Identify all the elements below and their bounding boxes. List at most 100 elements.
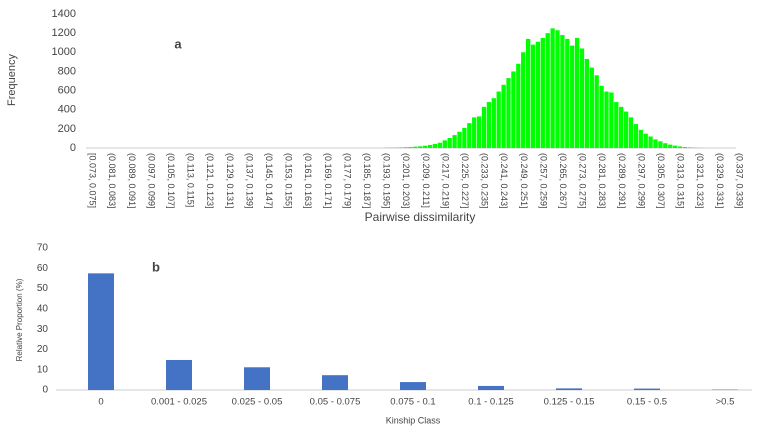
- y-tick-label: 200: [58, 123, 76, 135]
- y-tick-label: 1000: [52, 46, 76, 58]
- bar: [619, 106, 624, 148]
- bar: [687, 147, 692, 148]
- x-tick-label: (0.257, 0.259]: [538, 153, 548, 209]
- y-tick-label: 10: [37, 364, 49, 375]
- y-tick-label: 70: [37, 243, 49, 254]
- bar: [472, 117, 477, 148]
- bar: [599, 85, 604, 148]
- bar: [614, 102, 619, 148]
- bar: [628, 117, 634, 148]
- bar: [634, 388, 660, 390]
- x-tick-label: (0.297, 0.299]: [636, 153, 646, 209]
- bar: [594, 75, 599, 148]
- bar: [447, 137, 452, 148]
- bar: [506, 78, 511, 148]
- bar: [658, 141, 663, 148]
- bar: [452, 135, 457, 148]
- bar: [550, 28, 555, 148]
- x-tick-label: 0.15 - 0.5: [627, 397, 667, 408]
- x-tick-label: 0.075 - 0.1: [390, 397, 435, 408]
- bar: [403, 147, 408, 148]
- x-axis-label: Pairwise dissimilarity: [365, 210, 476, 224]
- bar: [491, 98, 496, 148]
- x-tick-label: (0.337, 0.339]: [734, 153, 744, 209]
- x-tick-label: (0.121, 0.123]: [205, 153, 215, 209]
- bar: [521, 52, 526, 148]
- x-tick-label: (0.153, 0.155]: [284, 153, 294, 209]
- bar: [501, 84, 506, 148]
- bar: [682, 147, 688, 148]
- x-tick-label: (0.201, 0.203]: [401, 153, 411, 209]
- y-tick-label: 40: [37, 303, 49, 314]
- x-tick-label: (0.097, 0.099]: [146, 153, 156, 209]
- x-tick-label: (0.081, 0.083]: [107, 153, 117, 209]
- x-tick-label: (0.265, 0.267]: [558, 153, 568, 209]
- bar: [589, 67, 594, 148]
- x-tick-label: 0: [98, 397, 103, 408]
- x-tick-label: 0.125 - 0.15: [544, 397, 595, 408]
- bar: [462, 127, 467, 148]
- bar: [418, 146, 423, 148]
- bar: [437, 142, 443, 148]
- x-tick-label: (0.185, 0.187]: [362, 153, 372, 209]
- x-tick-label: (0.209, 0.211]: [421, 153, 431, 208]
- bar: [530, 44, 536, 148]
- bar: [633, 124, 639, 148]
- bar: [648, 136, 653, 148]
- x-tick-label: (0.177, 0.179]: [342, 153, 352, 209]
- x-tick-label: (0.161, 0.163]: [303, 153, 313, 209]
- bar: [478, 385, 504, 390]
- bar: [244, 367, 270, 390]
- y-tick-label: 600: [58, 84, 76, 96]
- bar: [672, 145, 678, 148]
- bar: [604, 91, 609, 148]
- y-axis-label: Relative Proportion (%): [15, 278, 24, 361]
- y-tick-label: 0: [70, 142, 76, 154]
- x-tick-label: 0.025 - 0.05: [232, 397, 283, 408]
- bar: [486, 102, 492, 148]
- x-tick-label: (0.289, 0.291]: [617, 153, 627, 209]
- bar: [560, 35, 565, 148]
- y-tick-label: 20: [37, 344, 49, 355]
- y-tick-label: 400: [58, 104, 76, 116]
- x-tick-label: (0.273, 0.275]: [578, 153, 588, 209]
- x-tick-label: (0.105, 0.107]: [166, 153, 176, 209]
- bar: [570, 45, 575, 149]
- bar: [432, 143, 438, 148]
- bar: [398, 147, 403, 148]
- x-tick-label: (0.305, 0.307]: [656, 153, 666, 209]
- y-axis-label: Frequency: [6, 54, 18, 106]
- bar: [584, 58, 590, 148]
- x-tick-label: (0.249, 0.251]: [519, 153, 529, 209]
- x-tick-label: (0.169, 0.171]: [323, 153, 333, 209]
- bar: [579, 48, 585, 149]
- bar: [511, 71, 516, 148]
- bar: [565, 38, 570, 149]
- bar: [545, 33, 550, 149]
- x-tick-label: (0.233, 0.235]: [480, 153, 490, 209]
- y-tick-label: 60: [37, 263, 49, 274]
- x-tick-label: (0.225, 0.227]: [460, 153, 470, 209]
- x-tick-label: (0.329, 0.331]: [715, 153, 725, 209]
- x-tick-label: (0.241, 0.243]: [499, 153, 509, 209]
- x-tick-label: (0.137, 0.139]: [244, 153, 254, 209]
- bar: [88, 273, 114, 390]
- bar: [442, 140, 447, 148]
- chart-title: b: [152, 259, 160, 274]
- bar: [427, 144, 433, 148]
- bar: [574, 37, 580, 148]
- y-tick-label: 1200: [52, 27, 76, 39]
- bar: [496, 91, 501, 148]
- bar: [413, 146, 418, 148]
- bar: [555, 30, 560, 148]
- bar: [408, 147, 413, 148]
- x-tick-label: (0.281, 0.283]: [597, 153, 607, 209]
- bar: [423, 145, 428, 148]
- bar: [322, 375, 348, 390]
- x-tick-label: (0.313, 0.315]: [676, 153, 686, 209]
- x-tick-label: (0.217, 0.219]: [440, 153, 450, 209]
- bar: [556, 388, 582, 390]
- bar: [643, 133, 648, 148]
- bar: [516, 63, 521, 149]
